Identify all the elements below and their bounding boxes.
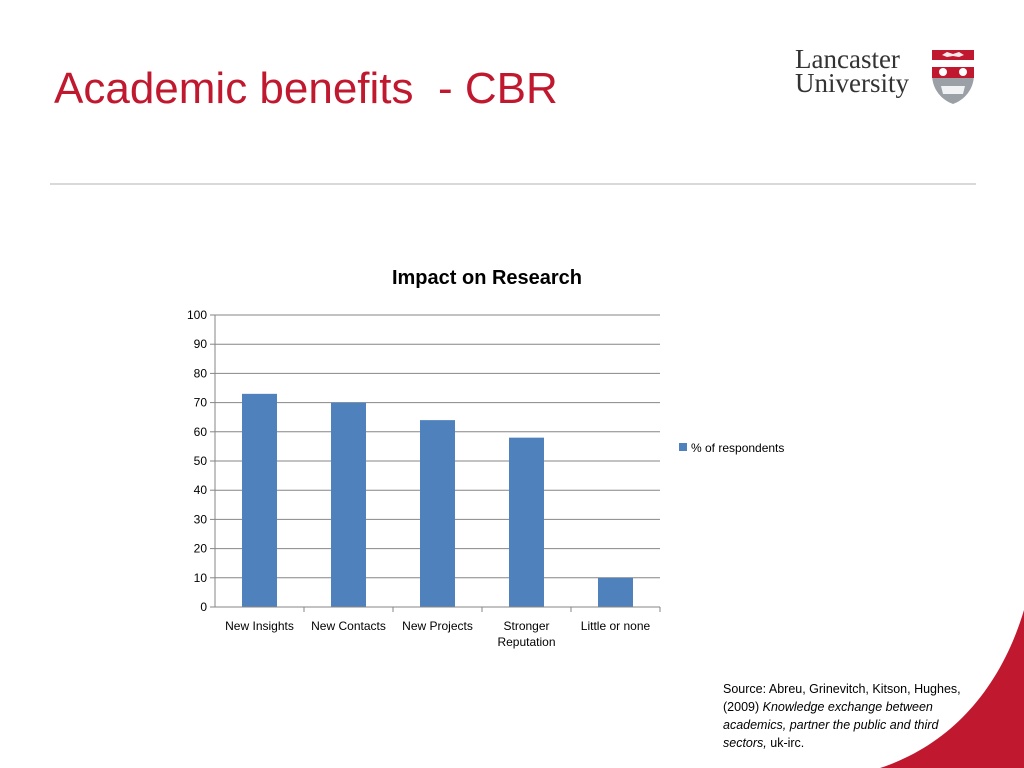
x-tick-label: Little or none <box>581 619 651 633</box>
y-tick-label: 30 <box>194 512 208 526</box>
title-divider <box>50 183 976 185</box>
university-logo: Lancaster University <box>795 44 980 110</box>
legend-swatch <box>679 443 687 451</box>
bar <box>331 402 366 607</box>
source-prefix: Source: Abreu, Grinevitch, Kitson, Hughe… <box>723 682 961 714</box>
bar <box>598 577 633 607</box>
y-tick-label: 90 <box>194 337 208 351</box>
y-tick-label: 50 <box>194 454 208 468</box>
x-tick-label: New Insights <box>225 619 294 633</box>
y-tick-label: 40 <box>194 483 208 497</box>
y-tick-label: 100 <box>187 308 207 322</box>
legend-label: % of respondents <box>691 441 784 455</box>
y-tick-label: 0 <box>200 600 207 614</box>
x-tick-label: New Contacts <box>311 619 386 633</box>
bar <box>420 420 455 607</box>
logo-text-line2: University <box>795 68 909 98</box>
source-citation: Source: Abreu, Grinevitch, Kitson, Hughe… <box>723 680 983 752</box>
bar <box>242 393 277 607</box>
y-tick-label: 80 <box>194 366 208 380</box>
chart-title: Impact on Research <box>392 267 582 289</box>
x-tick-label: Stronger Reputation <box>497 619 555 649</box>
slide-title: Academic benefits - CBR <box>54 64 558 113</box>
bar <box>509 437 544 607</box>
y-tick-label: 10 <box>194 571 208 585</box>
source-suffix: uk-irc. <box>766 736 805 750</box>
y-tick-label: 20 <box>194 542 208 556</box>
crest-icon <box>932 50 974 104</box>
chart-svg: Impact on Research 0 10 20 30 40 50 60 70 80 90 100… <box>187 267 784 649</box>
x-tick-label: New Projects <box>402 619 473 633</box>
bar-chart: Impact on Research 0 10 20 30 40 50 60 70 80 90 100… <box>170 255 830 675</box>
source-title: Knowledge exchange between academics, pa… <box>723 700 939 750</box>
logo-text-line1: Lancaster <box>795 44 900 74</box>
y-tick-label: 60 <box>194 425 208 439</box>
y-tick-label: 70 <box>194 396 208 410</box>
